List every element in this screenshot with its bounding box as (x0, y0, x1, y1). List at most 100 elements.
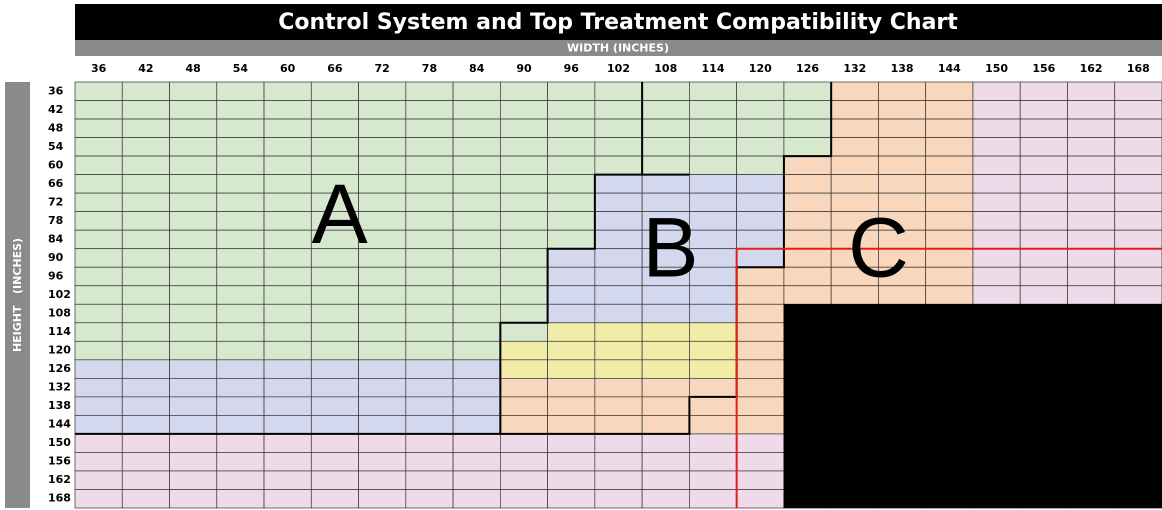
cell (641, 452, 690, 472)
cell (972, 211, 1021, 231)
cell (405, 100, 454, 120)
column-label: 66 (327, 62, 343, 75)
cell (972, 359, 1021, 379)
column-label: 120 (749, 62, 772, 75)
cell (121, 174, 170, 194)
cell (1114, 303, 1162, 324)
cell (925, 192, 974, 213)
cell (972, 192, 1021, 213)
cell (169, 81, 218, 101)
cell (925, 303, 974, 324)
cell (216, 100, 265, 120)
cell (925, 229, 974, 250)
cell (878, 359, 927, 379)
cell (405, 81, 454, 101)
cell (1067, 415, 1116, 435)
cell (830, 137, 879, 157)
cell (216, 303, 265, 324)
cell (263, 266, 312, 287)
row-label: 84 (48, 232, 64, 245)
width-label: WIDTH (INCHES) (567, 42, 669, 55)
cell (925, 470, 974, 490)
cell (689, 396, 738, 416)
cell (169, 174, 218, 194)
cell (972, 377, 1021, 398)
cell (169, 470, 218, 490)
cell (263, 211, 312, 231)
cell (405, 211, 454, 231)
cell (405, 396, 454, 416)
cell (121, 248, 170, 268)
cell (121, 211, 170, 231)
cell (121, 303, 170, 324)
cell (972, 322, 1021, 342)
cell (499, 470, 548, 490)
cell (783, 155, 832, 175)
cell (547, 211, 596, 231)
cell (736, 229, 785, 250)
cell (1019, 100, 1068, 120)
cell (972, 340, 1021, 361)
cell (405, 248, 454, 268)
row-label: 168 (48, 492, 71, 505)
cell (452, 266, 501, 287)
cell (452, 433, 501, 453)
cell (169, 118, 218, 138)
cell (736, 81, 785, 101)
cell (310, 470, 359, 490)
cell (689, 322, 738, 342)
cell (405, 433, 454, 453)
cell (1067, 248, 1116, 268)
cell (121, 137, 170, 157)
cell (1019, 285, 1068, 305)
cell (594, 248, 643, 268)
cell (169, 303, 218, 324)
cell (547, 155, 596, 175)
cell (830, 303, 879, 324)
cell (216, 174, 265, 194)
cell (1019, 248, 1068, 268)
cell (499, 192, 548, 213)
cell (830, 433, 879, 453)
cell (1019, 303, 1068, 324)
cell (216, 155, 265, 175)
cell (499, 396, 548, 416)
cell (547, 192, 596, 213)
row-label: 36 (48, 84, 64, 97)
cell (499, 415, 548, 435)
cell (689, 340, 738, 361)
column-label: 168 (1127, 62, 1150, 75)
cell (689, 452, 738, 472)
cell (263, 452, 312, 472)
row-label: 96 (48, 269, 64, 282)
cell (1067, 433, 1116, 453)
column-label: 36 (91, 62, 107, 75)
cell (121, 396, 170, 416)
cell (263, 322, 312, 342)
cell (736, 266, 785, 287)
cell (689, 137, 738, 157)
cell (405, 359, 454, 379)
cell (925, 211, 974, 231)
cell (972, 433, 1021, 453)
column-label: 42 (138, 62, 153, 75)
cell (547, 489, 596, 509)
cell (783, 396, 832, 416)
cell (783, 211, 832, 231)
cell (641, 118, 690, 138)
cell (594, 285, 643, 305)
cell (169, 322, 218, 342)
row-label: 72 (48, 195, 63, 208)
cell (830, 174, 879, 194)
cell (263, 155, 312, 175)
cell (736, 285, 785, 305)
cell (594, 118, 643, 138)
cell (783, 118, 832, 138)
cell (169, 489, 218, 509)
cell (547, 248, 596, 268)
cell (830, 415, 879, 435)
cell (405, 137, 454, 157)
cell (783, 248, 832, 268)
cell (358, 433, 407, 453)
cell (972, 415, 1021, 435)
